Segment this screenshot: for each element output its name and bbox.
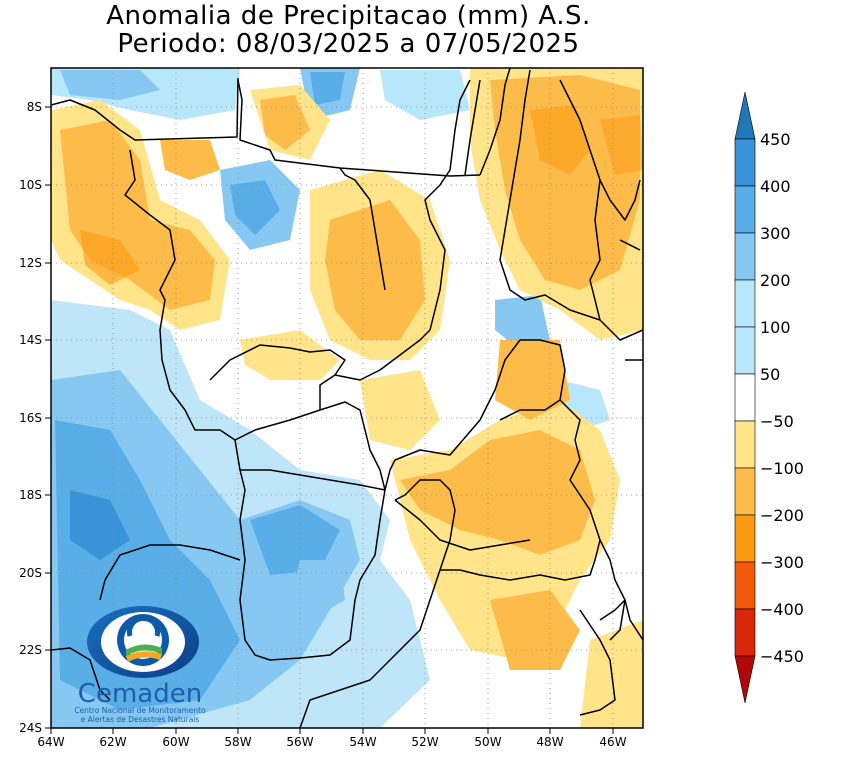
colorbar-label: −100 — [760, 459, 804, 478]
colorbar: 450 400 300 200 100 50 −50 −100 −200 −30… — [734, 91, 804, 704]
y-tick-label: 22S — [19, 643, 42, 657]
y-tick-label: 18S — [19, 488, 42, 502]
colorbar-label: −400 — [760, 600, 804, 619]
colorbar-bottom-arrow — [734, 655, 756, 704]
map-title-line2: Periodo: 08/03/2025 a 07/05/2025 — [117, 29, 580, 59]
y-tick-label: 12S — [19, 256, 42, 270]
colorbar-label: 100 — [760, 318, 791, 337]
x-tick-label: 54W — [349, 735, 376, 749]
y-tick-label: 24S — [19, 721, 42, 735]
colorbar-label: −300 — [760, 553, 804, 572]
boundaries — [51, 68, 643, 728]
x-tick-label: 60W — [162, 735, 189, 749]
x-tick-label: 50W — [474, 735, 501, 749]
x-tick-label: 58W — [224, 735, 251, 749]
colorbar-swatch — [734, 138, 756, 187]
colorbar-label: 300 — [760, 224, 791, 243]
y-tick-label: 8S — [27, 100, 42, 114]
map-title-line1: Anomalia de Precipitacao (mm) A.S. — [106, 1, 591, 31]
logo-name: Cemaden — [78, 679, 202, 709]
x-tick-label: 46W — [599, 735, 626, 749]
colorbar-top-arrow — [734, 91, 756, 140]
y-tick-label: 16S — [19, 411, 42, 425]
colorbar-swatch — [734, 185, 756, 234]
x-tick-label: 64W — [37, 735, 64, 749]
colorbar-swatch — [734, 326, 756, 375]
x-tick-label: 52W — [411, 735, 438, 749]
colorbar-swatch — [734, 232, 756, 281]
colorbar-label: −50 — [760, 412, 794, 431]
colorbar-label: 450 — [760, 130, 791, 149]
axis-tick-marks — [45, 106, 614, 734]
logo-subtitle-1: Centro Nacional de Monitoramento — [74, 706, 206, 715]
x-axis-labels: 64W 62W 60W 58W 56W 54W 52W 50W 48W 46W — [37, 735, 626, 749]
colorbar-label: −450 — [760, 647, 804, 666]
y-axis-labels: 8S 10S 12S 14S 16S 18S 20S 22S 24S — [19, 100, 42, 735]
y-tick-label: 10S — [19, 178, 42, 192]
colorbar-swatch — [734, 608, 756, 657]
colorbar-swatch — [734, 514, 756, 563]
logo-subtitle-2: e Alertas de Desastres Naturais — [81, 715, 200, 724]
map-frame — [50, 67, 644, 729]
colorbar-swatch — [734, 467, 756, 516]
colorbar-swatch — [734, 420, 756, 469]
x-tick-label: 48W — [536, 735, 563, 749]
colorbar-swatch — [734, 561, 756, 610]
y-tick-label: 14S — [19, 333, 42, 347]
colorbar-label: 200 — [760, 271, 791, 290]
cemaden-logo: Cemaden Centro Nacional de Monitoramento… — [74, 606, 206, 724]
x-tick-label: 56W — [286, 735, 313, 749]
colorbar-label: 400 — [760, 177, 791, 196]
y-tick-label: 20S — [19, 566, 42, 580]
colorbar-label: 50 — [760, 365, 780, 384]
colorbar-swatch — [734, 279, 756, 328]
x-tick-label: 62W — [99, 735, 126, 749]
colorbar-swatch — [734, 373, 756, 422]
colorbar-label: −200 — [760, 506, 804, 525]
